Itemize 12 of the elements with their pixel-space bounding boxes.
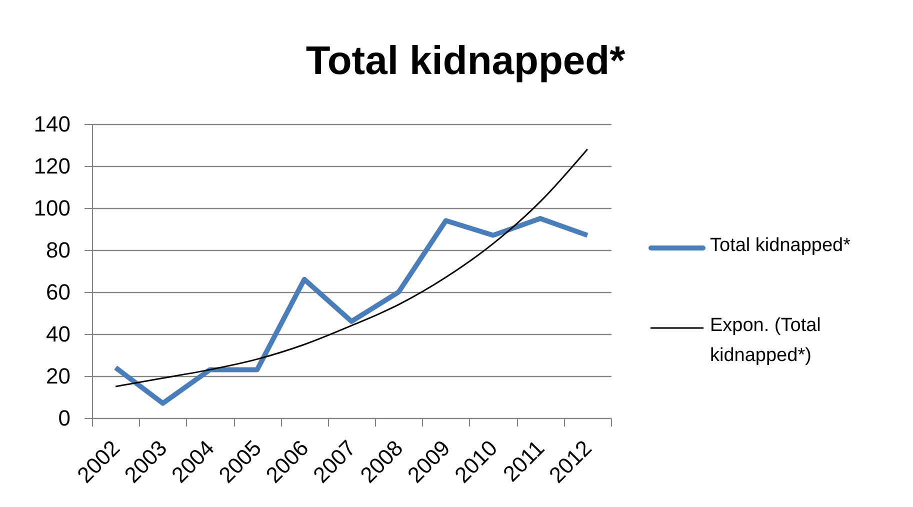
- line-series: [114, 148, 588, 388]
- y-tick-label: 0: [58, 406, 70, 430]
- legend-label: Total kidnapped*: [710, 235, 852, 256]
- y-tick-label: 100: [34, 196, 70, 220]
- y-tick-label: 120: [34, 154, 70, 178]
- chart-title: Total kidnapped*: [306, 39, 626, 83]
- y-tick-label: 140: [34, 112, 70, 136]
- legend-label: Expon. (Total kidnapped*): [710, 315, 821, 366]
- y-tick-label: 60: [46, 280, 70, 304]
- y-tick-label: 20: [46, 364, 70, 388]
- y-tick-label: 80: [46, 238, 70, 262]
- y-tick-label: 40: [46, 322, 70, 346]
